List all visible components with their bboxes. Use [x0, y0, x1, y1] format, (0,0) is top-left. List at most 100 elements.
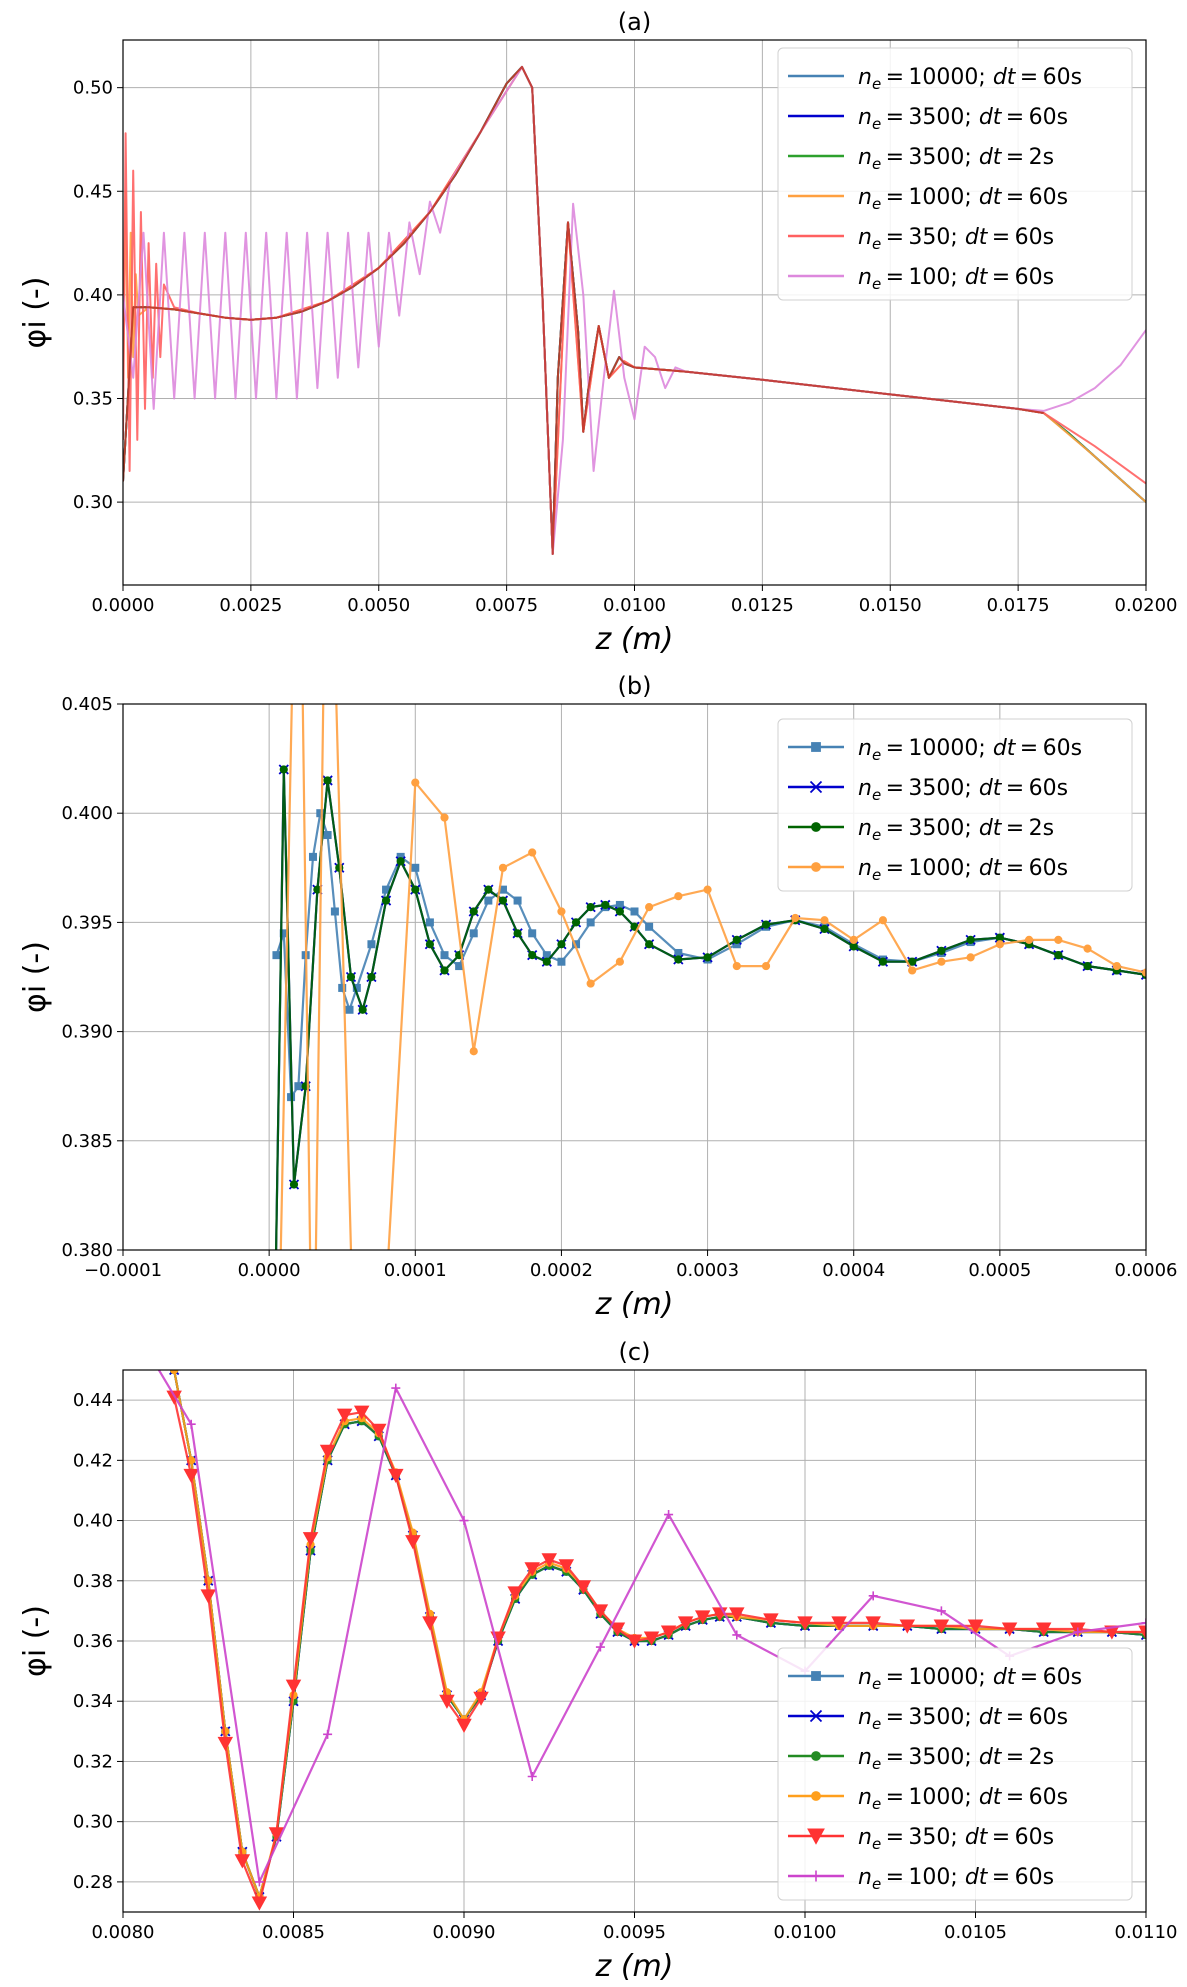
data-point-2-39 [966, 935, 975, 944]
data-point-3-6 [411, 778, 420, 787]
legend-entry-0: ne = 10000; dt = 60s [788, 1665, 1082, 1693]
data-point-2-34 [820, 924, 829, 934]
data-point-4-41 [1001, 1622, 1018, 1637]
x-tick-label: 0.0005 [968, 1260, 1031, 1281]
x-tick-label: 0.0200 [1115, 595, 1178, 616]
legend-marker [807, 1828, 825, 1845]
data-point-4-33 [729, 1607, 745, 1622]
legend-label: ne = 3500; dt = 60s [858, 776, 1068, 804]
panel-b-ticks: −0.0001 0.0000 0.0001 0.0002 0.0003 0.0004 0.0… [61, 694, 1177, 1281]
legend-label: ne = 3500; dt = 2s [858, 816, 1054, 844]
data-point-5-6 [527, 1772, 537, 1781]
data-point-5-11 [868, 1591, 878, 1601]
legend-label: ne = 3500; dt = 60s [858, 1705, 1068, 1733]
data-point-3-25 [966, 953, 975, 962]
data-point-3-31 [1141, 968, 1146, 977]
data-point-0-22 [513, 896, 522, 905]
data-point-2-31 [732, 935, 741, 944]
data-point-3-11 [557, 907, 566, 916]
x-tick-label: 0.0080 [92, 1922, 155, 1943]
data-point-2-25 [601, 900, 610, 910]
data-point-5-1 [186, 1419, 196, 1429]
y-tick-label: 0.40 [73, 285, 113, 306]
data-point-2-13 [425, 940, 434, 949]
panel-c-frame [122, 1369, 1147, 1913]
data-point-4-15 [422, 1616, 438, 1631]
panel-c: (c) φi (-) z (m) 0.0080 0.0085 0.0090 0.009… [18, 1338, 1178, 1984]
series-line-6 [123, 65, 1044, 555]
data-point-3-28 [1054, 935, 1063, 944]
x-tick-label: −0.0001 [84, 1260, 162, 1281]
data-point-2-5 [323, 776, 332, 785]
legend-label: ne = 100; dt = 60s [858, 265, 1054, 293]
data-point-2-19 [513, 929, 522, 938]
data-point-3-26 [995, 940, 1004, 949]
data-point-4-17 [456, 1718, 472, 1733]
data-point-0-27 [586, 918, 595, 927]
legend-box [777, 1647, 1133, 1901]
data-point-4-23 [558, 1559, 575, 1574]
data-point-4-5 [251, 1896, 268, 1911]
legend-entry-1: ne = 3500; dt = 60s [788, 776, 1068, 804]
data-point-2-21 [542, 957, 551, 966]
y-tick-label: 0.400 [61, 803, 113, 824]
data-point-4-24 [575, 1580, 592, 1595]
series-line-4 [173, 1396, 1146, 1905]
data-point-3-12 [586, 979, 595, 988]
data-point-0-10 [345, 1005, 354, 1014]
data-point-4-16 [439, 1694, 455, 1709]
data-point-4-39 [933, 1619, 950, 1634]
y-tick-label: 0.44 [73, 1390, 113, 1411]
panel-a-series-5 [123, 65, 1146, 555]
panel-b-ylabel: φi (-) [18, 941, 53, 1013]
data-point-2-17 [484, 885, 493, 894]
data-point-2-23 [571, 918, 581, 927]
data-point-2-29 [674, 955, 683, 964]
y-tick-label: 0.35 [73, 388, 113, 409]
data-point-5-15 [1141, 1618, 1146, 1628]
data-point-2-20 [528, 951, 537, 960]
data-point-2-43 [1083, 961, 1092, 971]
x-tick-label: 0.0110 [1115, 1922, 1178, 1943]
data-point-2-26 [615, 907, 624, 916]
data-point-3-8 [469, 1047, 478, 1056]
legend-box [777, 718, 1133, 892]
panel-c-series-5 [157, 1370, 1146, 1887]
panel-c-ticks: 0.0080 0.0085 0.0090 0.0095 0.0100 0.0105 0.01… [73, 1390, 1178, 1943]
panel-a-frame [122, 39, 1147, 586]
data-point-4-22 [541, 1553, 557, 1568]
panel-b-legend: ne = 10000; dt = 60s ne = 3500; dt = 60s n… [777, 718, 1133, 892]
legend-marker [811, 822, 821, 832]
legend-marker [809, 1709, 823, 1723]
x-tick-label: 0.0095 [603, 1922, 666, 1943]
y-tick-label: 0.30 [73, 1812, 113, 1833]
data-point-0-25 [557, 957, 566, 966]
data-point-2-30 [703, 953, 712, 962]
data-point-2-38 [937, 946, 946, 955]
legend-label: ne = 10000; dt = 60s [858, 1665, 1082, 1693]
x-tick-label: 0.0006 [1115, 1260, 1178, 1281]
data-point-4-9 [319, 1444, 336, 1459]
panel-a-series-6 [123, 65, 1044, 555]
data-point-0-8 [330, 907, 339, 916]
legend-entry-3: ne = 1000; dt = 60s [788, 185, 1068, 213]
data-point-4-38 [899, 1619, 916, 1634]
panel-b-series-2 [274, 765, 1146, 1250]
data-point-3-30 [1112, 961, 1121, 971]
panel-a: (a) φi (-) z (m) 0.0000 0.0025 0.0050 0.007… [18, 8, 1177, 657]
data-point-5-4 [391, 1383, 401, 1393]
data-point-5-9 [732, 1630, 742, 1640]
panel-b-plot-area [272, 704, 1146, 1250]
data-point-4-36 [831, 1616, 847, 1631]
series-line-5 [123, 65, 1146, 555]
panel-c-title: (c) [619, 1338, 651, 1366]
legend-marker [811, 1671, 821, 1681]
data-point-0-3 [294, 1082, 303, 1091]
legend-label: ne = 350; dt = 60s [858, 225, 1054, 253]
data-point-2-18 [498, 896, 508, 905]
y-tick-label: 0.32 [73, 1751, 113, 1772]
y-tick-label: 0.34 [73, 1691, 113, 1712]
legend-label: ne = 10000; dt = 60s [858, 736, 1082, 764]
data-point-2-16 [469, 907, 478, 916]
data-point-4-40 [967, 1619, 984, 1634]
